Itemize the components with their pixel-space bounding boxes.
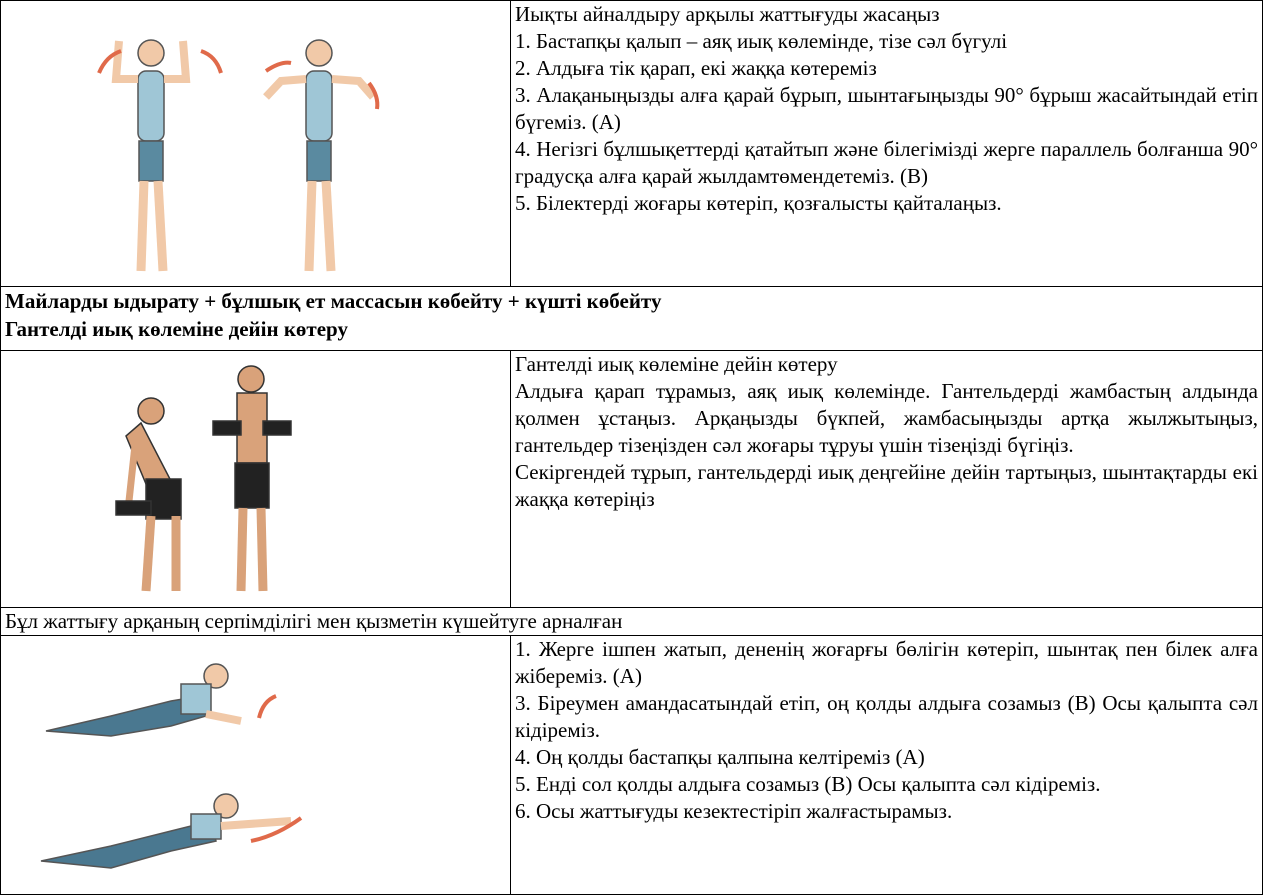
text-line: 3. Біреумен амандасатындай етіп, оң қолд… [515,691,1258,742]
image-cell [0,635,511,895]
image-cell [0,350,511,608]
text-line: Гантелді иық көлеміне дейін көтеру [515,352,838,376]
image-cell [0,0,511,287]
row: Майларды ыдырату + бұлшық ет массасын кө… [0,286,1263,351]
row: Бұл жаттығу арқаның серпімділігі мен қыз… [0,607,1263,636]
text-line: 5. Білектерді жоғары көтеріп, қозғалысты… [515,191,1002,215]
text-cell: Иықты айналдыру арқылы жаттығуды жасаңыз… [510,0,1263,287]
text-line: 3. Алақаныңызды алға қарай бұрып, шынтағ… [515,83,1258,134]
text-line: Секіргендей тұрып, гантельдерді иық деңг… [515,460,1258,511]
text-line: 1. Бастапқы қалып – аяқ иық көлемінде, т… [515,29,1008,53]
row: 1. Жерге ішпен жатып, дененің жоғарғы бө… [0,635,1263,895]
row: Гантелді иық көлеміне дейін көтеру Алдығ… [0,350,1263,608]
row: Иықты айналдыру арқылы жаттығуды жасаңыз… [0,0,1263,287]
text-line: 4. Оң қолды бастапқы қалпына келтіреміз … [515,745,925,769]
text-line: 2. Алдыға тік қарап, екі жаққа көтереміз [515,56,877,80]
heading: Майларды ыдырату + бұлшық ет массасын кө… [5,289,662,313]
caption: Бұл жаттығу арқаның серпімділігі мен қыз… [5,609,623,633]
text-line: 4. Негізгі бұлшықеттерді қатайтып және б… [515,137,1258,188]
text-line: 1. Жерге ішпен жатып, дененің жоғарғы бө… [515,637,1258,688]
text-cell: Гантелді иық көлеміне дейін көтеру Алдығ… [510,350,1263,608]
text-line: 6. Осы жаттығуды кезектестіріп жалғастыр… [515,799,953,823]
text-line: 5. Енді сол қолды алдыға созамыз (В) Осы… [515,772,1101,796]
text-cell: 1. Жерге ішпен жатып, дененің жоғарғы бө… [510,635,1263,895]
illustration [97,39,380,272]
illustration [115,365,292,592]
text-line: Алдыға қарап тұрамыз, аяқ иық көлемінде.… [515,379,1258,457]
caption-cell: Бұл жаттығу арқаның серпімділігі мен қыз… [0,607,1263,636]
heading: Гантелді иық көлеміне дейін көтеру [5,317,348,341]
heading-cell: Майларды ыдырату + бұлшық ет массасын кө… [0,286,1263,351]
text-line: Иықты айналдыру арқылы жаттығуды жасаңыз [515,2,940,26]
illustration [40,663,303,869]
